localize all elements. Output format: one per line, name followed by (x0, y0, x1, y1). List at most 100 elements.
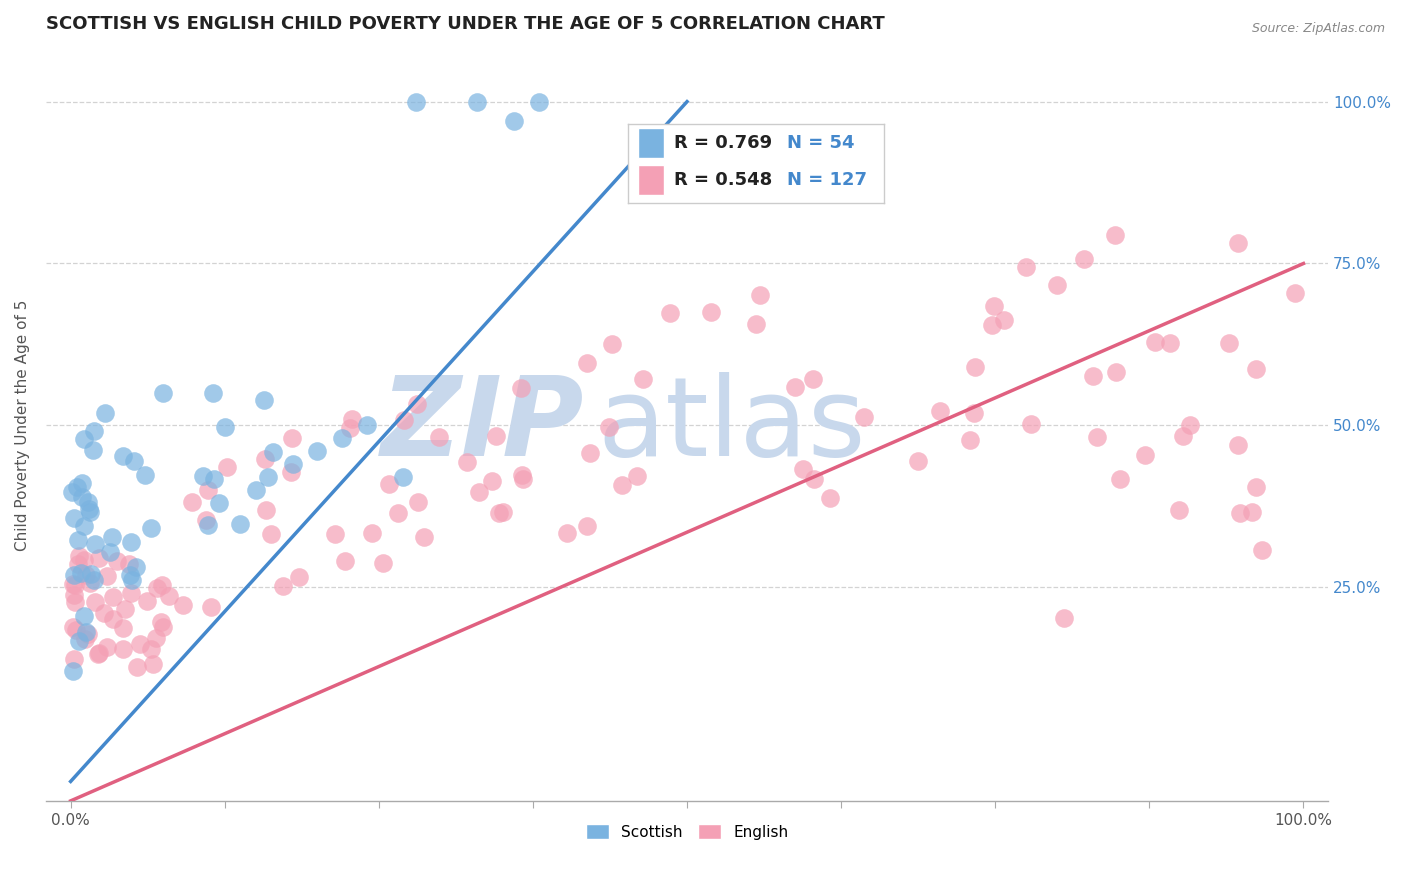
Text: N = 127: N = 127 (787, 171, 866, 189)
Point (394, 412, 416, 426)
Point (281, 431, 304, 445)
Point (378, 476, 401, 491)
Point (1021, 417, 1043, 431)
Text: R = 0.548: R = 0.548 (673, 171, 772, 189)
Point (245, 483, 267, 497)
Point (62, 576, 84, 591)
Point (103, 612, 125, 626)
Point (180, 494, 202, 508)
Point (287, 570, 309, 584)
Point (456, 455, 478, 469)
Point (122, 453, 145, 467)
Point (139, 642, 162, 657)
Point (150, 577, 173, 591)
Legend: Scottish, English: Scottish, English (579, 818, 794, 846)
Point (80, 566, 103, 581)
Point (111, 642, 134, 657)
Point (125, 560, 148, 574)
Point (262, 445, 284, 459)
Point (142, 657, 165, 672)
Text: Source: ZipAtlas.com: Source: ZipAtlas.com (1251, 22, 1385, 36)
Point (333, 554, 356, 568)
Point (792, 462, 814, 476)
Point (1053, 611, 1076, 625)
Point (145, 631, 167, 645)
Point (111, 449, 134, 463)
Point (62, 484, 84, 499)
Point (405, 95, 427, 109)
Text: SCOTTISH VS ENGLISH CHILD POVERTY UNDER THE AGE OF 5 CORRELATION CHART: SCOTTISH VS ENGLISH CHILD POVERTY UNDER … (46, 15, 884, 33)
Point (76, 495, 98, 509)
Point (207, 496, 229, 510)
Point (467, 95, 489, 109)
Point (72, 609, 94, 624)
Point (96, 640, 118, 655)
Point (981, 318, 1004, 333)
Point (118, 557, 141, 571)
Point (66, 480, 89, 494)
Point (197, 517, 219, 532)
Point (87, 647, 110, 661)
Point (1083, 369, 1105, 384)
Point (612, 477, 634, 491)
Point (229, 517, 252, 532)
Text: N = 54: N = 54 (787, 134, 855, 153)
Point (993, 313, 1015, 327)
Point (146, 582, 169, 596)
Point (96, 569, 118, 583)
Point (1251, 543, 1274, 558)
Point (959, 434, 981, 448)
Point (1168, 503, 1191, 517)
Point (120, 535, 142, 549)
Point (598, 419, 620, 434)
Point (194, 513, 217, 527)
Point (83, 573, 105, 587)
Point (339, 421, 361, 435)
Point (340, 411, 363, 425)
Point (94, 406, 117, 420)
Point (197, 483, 219, 497)
Point (114, 602, 136, 616)
Point (983, 299, 1005, 313)
Point (492, 505, 515, 519)
Point (785, 379, 807, 393)
Point (121, 573, 143, 587)
Point (527, 95, 550, 109)
Point (1226, 235, 1249, 250)
Point (105, 554, 128, 568)
Point (260, 526, 283, 541)
Point (1109, 473, 1132, 487)
Point (77, 502, 100, 516)
Point (136, 594, 159, 608)
Point (1244, 362, 1267, 376)
Point (853, 409, 876, 424)
Point (79, 505, 101, 519)
Point (75, 567, 97, 582)
Point (70, 490, 93, 504)
Point (215, 460, 238, 475)
Point (84, 595, 107, 609)
Point (1227, 438, 1250, 452)
Point (67, 549, 90, 564)
Point (700, 304, 723, 318)
Point (413, 530, 436, 544)
Point (1015, 260, 1038, 274)
Point (128, 637, 150, 651)
Point (373, 556, 395, 570)
Point (87, 550, 110, 565)
Point (152, 386, 174, 401)
Point (65, 623, 87, 637)
Point (134, 468, 156, 483)
Point (387, 506, 409, 520)
Point (127, 660, 149, 674)
Point (83, 424, 105, 438)
Point (1173, 429, 1195, 443)
Point (406, 495, 429, 509)
Point (83, 536, 105, 550)
Point (600, 337, 623, 351)
Point (801, 372, 824, 386)
Text: ZIP: ZIP (381, 372, 585, 479)
Point (512, 468, 534, 483)
Point (111, 621, 134, 635)
Point (62, 568, 84, 582)
